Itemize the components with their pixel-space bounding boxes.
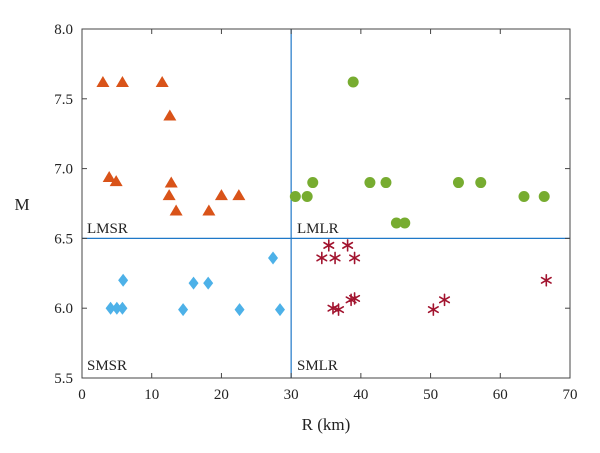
circle-marker [301, 191, 313, 203]
circle-marker [364, 177, 376, 189]
x-tick-label: 10 [144, 387, 159, 403]
region-label-smsr: SMSR [87, 358, 127, 374]
y-tick-label: 6.0 [54, 301, 73, 317]
x-tick-label: 60 [493, 387, 508, 403]
triangle-marker [109, 175, 123, 187]
circle-marker [399, 217, 411, 229]
circle-marker [390, 217, 402, 229]
asterisk-marker [323, 239, 335, 252]
circle-marker [307, 177, 319, 189]
triangle-marker [214, 189, 228, 201]
axis-ticks [81, 28, 571, 379]
y-tick-label: 8.0 [54, 22, 73, 38]
asterisk-marker [316, 251, 328, 265]
asterisk-marker [329, 251, 341, 265]
region-label-lmlr: LMLR [297, 221, 339, 237]
y-axis-label-group: M [14, 195, 29, 214]
asterisk-marker [332, 303, 345, 316]
y-tick-label: 7.0 [54, 162, 73, 178]
circle-marker [289, 191, 301, 203]
triangle-marker [164, 176, 178, 188]
circle-marker [380, 177, 392, 189]
x-tick-label: 40 [353, 387, 368, 403]
triangle-marker [102, 170, 116, 182]
y-tick-label: 5.5 [54, 371, 73, 387]
triangle-marker [162, 189, 176, 201]
circle-marker [347, 76, 359, 88]
circle-marker [452, 177, 464, 189]
x-tick-label: 50 [423, 387, 438, 403]
diamond-marker [203, 276, 214, 290]
asterisk-marker [349, 251, 361, 265]
triangle-marker [155, 76, 169, 88]
y-tick-label: 6.5 [54, 231, 73, 247]
x-axis-label: R (km) [302, 415, 351, 434]
asterisk-marker [342, 239, 354, 252]
x-tick-label: 0 [78, 387, 86, 403]
circle-marker [518, 191, 530, 203]
triangle-marker [169, 204, 183, 216]
asterisk-marker [349, 292, 361, 305]
triangle-marker [163, 109, 177, 121]
region-dividers [82, 29, 570, 378]
data-points [96, 76, 552, 317]
circle-marker [538, 191, 550, 203]
tick-labels: 0 10 20 30 40 50 60 70 5.5 6.0 6.5 7.0 7.5 8.0 [54, 22, 577, 403]
circle-marker [475, 177, 487, 189]
asterisk-marker [327, 301, 339, 315]
plot-frame [81, 28, 571, 379]
diamond-marker [268, 251, 279, 265]
triangle-marker [232, 189, 246, 201]
y-tick-label: 7.5 [54, 92, 73, 108]
triangle-marker [115, 76, 129, 88]
diamond-marker [274, 303, 285, 317]
triangle-marker [202, 204, 216, 216]
region-label-lmsr: LMSR [87, 221, 128, 237]
asterisk-marker [540, 273, 552, 287]
asterisk-marker [427, 303, 439, 316]
diamond-marker [118, 273, 129, 287]
triangle-marker [96, 76, 110, 88]
diamond-marker [105, 301, 116, 315]
x-tick-label: 20 [214, 387, 229, 403]
x-tick-label: 30 [284, 387, 299, 403]
asterisk-marker [438, 293, 451, 307]
diamond-marker [178, 303, 189, 317]
y-axis-label: M [14, 195, 29, 214]
diamond-marker [117, 301, 128, 315]
region-label-smlr: SMLR [297, 358, 338, 374]
diamond-marker [111, 301, 122, 315]
diamond-marker [188, 276, 199, 290]
x-tick-label: 70 [563, 387, 578, 403]
diamond-marker [234, 303, 245, 317]
